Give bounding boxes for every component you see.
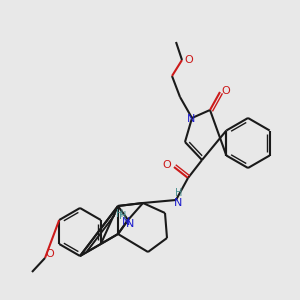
- Text: N: N: [187, 114, 195, 124]
- Text: N: N: [126, 219, 134, 229]
- Text: H: H: [175, 188, 183, 198]
- Text: O: O: [46, 249, 54, 259]
- Text: N: N: [122, 217, 130, 227]
- Text: O: O: [163, 160, 171, 170]
- Text: H: H: [116, 209, 124, 219]
- Text: H: H: [119, 211, 127, 221]
- Text: O: O: [222, 86, 230, 96]
- Text: N: N: [174, 198, 182, 208]
- Text: O: O: [184, 55, 194, 65]
